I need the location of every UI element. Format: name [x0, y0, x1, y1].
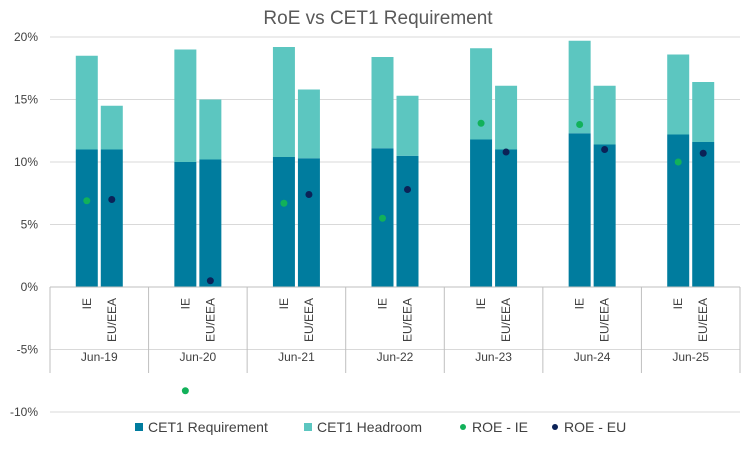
bar-cet1-requirement	[75, 149, 98, 287]
dot-roe-ie	[477, 119, 485, 127]
legend-cet1-requirement-label: CET1 Requirement	[148, 419, 268, 435]
bar-cet1-headroom	[667, 54, 690, 135]
y-tick-label: 15%	[14, 93, 38, 107]
subcategory-label: IE	[474, 298, 488, 309]
bar-cet1-requirement	[593, 144, 616, 287]
subcategory-label: IE	[376, 298, 390, 309]
dot-roe-eu	[699, 149, 707, 157]
subcategory-label: EU/EEA	[696, 298, 710, 342]
legend-cet1-headroom-marker	[304, 423, 312, 431]
dot-roe-ie	[379, 214, 386, 222]
dot-roe-eu	[305, 191, 313, 198]
bar-cet1-headroom	[593, 85, 616, 145]
subcategory-label: IE	[178, 298, 192, 309]
subcategory-label: EU/EEA	[302, 298, 316, 342]
bar-cet1-requirement	[470, 139, 493, 287]
bar-cet1-requirement	[692, 142, 715, 287]
bar-cet1-requirement	[396, 155, 419, 287]
y-tick-label: 0%	[21, 280, 39, 294]
bar-cet1-headroom	[174, 49, 197, 162]
bar-cet1-headroom	[396, 95, 419, 156]
category-label: Jun-23	[475, 350, 512, 364]
bar-cet1-requirement	[199, 159, 222, 287]
bar-cet1-requirement	[100, 149, 123, 287]
legend-cet1-requirement-marker	[135, 423, 143, 431]
bar-cet1-requirement	[667, 134, 690, 287]
dot-roe-ie	[674, 158, 682, 166]
legend-roe-ie-marker	[460, 424, 466, 430]
category-label: Jun-24	[574, 350, 611, 364]
subcategory-label: EU/EEA	[598, 298, 612, 342]
y-tick-label: 10%	[14, 155, 38, 169]
y-tick-label: 20%	[14, 30, 38, 44]
bar-cet1-headroom	[100, 105, 123, 150]
legend-roe-ie-label: ROE - IE	[472, 419, 528, 435]
dot-roe-eu	[404, 186, 411, 193]
bar-cet1-headroom	[297, 89, 320, 159]
subcategory-label: IE	[80, 298, 94, 309]
bar-cet1-headroom	[495, 85, 518, 150]
bar-cet1-headroom	[692, 82, 715, 142]
bar-cet1-headroom	[199, 99, 222, 160]
subcategory-label: IE	[277, 298, 291, 309]
subcategory-label: EU/EEA	[105, 298, 119, 342]
category-label: Jun-25	[672, 350, 709, 364]
y-tick-label: -5%	[17, 343, 39, 357]
bar-cet1-requirement	[495, 149, 518, 287]
bar-cet1-headroom	[272, 47, 295, 157]
y-tick-label: -10%	[10, 405, 38, 419]
dot-roe-eu	[206, 277, 214, 285]
bar-cet1-headroom	[371, 57, 394, 149]
bar-cet1-headroom	[75, 55, 98, 150]
dot-roe-eu	[502, 148, 510, 156]
dot-roe-ie	[576, 121, 584, 128]
category-label: Jun-19	[81, 350, 118, 364]
bar-cet1-headroom	[470, 48, 493, 140]
subcategory-label: EU/EEA	[401, 298, 415, 342]
bar-cet1-requirement	[174, 162, 197, 287]
subcategory-label: EU/EEA	[203, 298, 217, 342]
bar-cet1-requirement	[568, 133, 591, 287]
subcategory-label: IE	[573, 298, 587, 309]
category-label: Jun-22	[377, 350, 414, 364]
dot-roe-ie	[83, 197, 91, 205]
dot-roe-eu	[108, 196, 116, 203]
y-tick-label: 5%	[21, 218, 39, 232]
category-label: Jun-21	[278, 350, 315, 364]
subcategory-label: IE	[671, 298, 685, 309]
legend-cet1-headroom-label: CET1 Headroom	[317, 419, 422, 435]
category-label: Jun-20	[180, 350, 217, 364]
dot-roe-ie	[181, 387, 189, 395]
dot-roe-ie	[280, 199, 288, 207]
bar-cet1-requirement	[272, 157, 295, 287]
subcategory-label: EU/EEA	[499, 298, 513, 342]
dot-roe-eu	[601, 146, 609, 153]
bar-cet1-requirement	[297, 158, 320, 287]
chart-title: RoE vs CET1 Requirement	[263, 8, 493, 29]
bar-cet1-headroom	[568, 40, 591, 134]
legend-roe-eu-label: ROE - EU	[564, 419, 626, 435]
legend-roe-eu-marker	[552, 424, 558, 430]
